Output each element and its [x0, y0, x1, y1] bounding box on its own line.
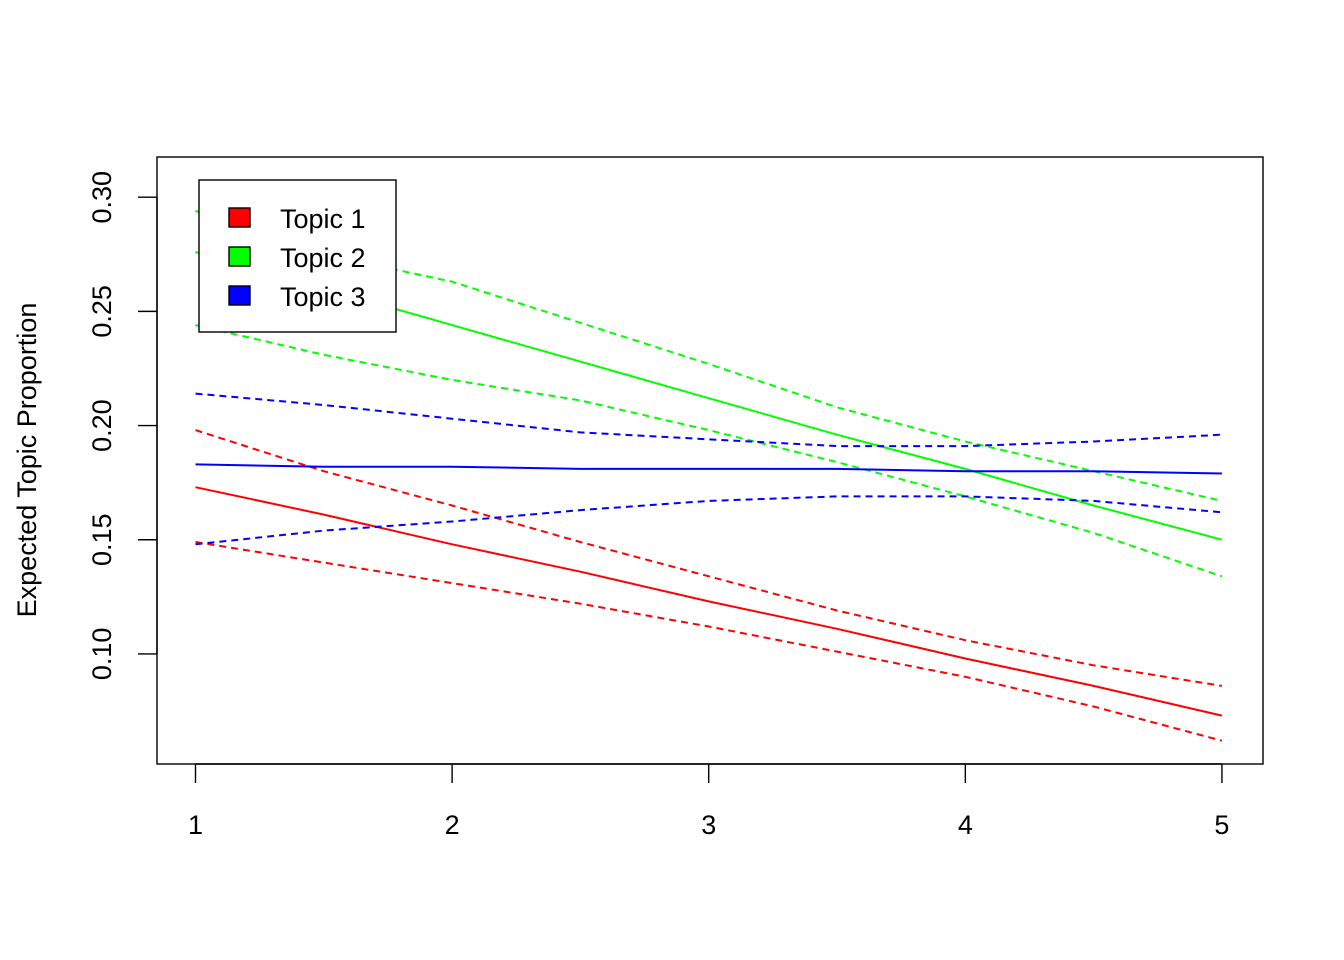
- x-tick-label: 4: [958, 810, 973, 840]
- legend-swatch: [228, 207, 251, 228]
- y-tick-label: 0.15: [87, 513, 117, 566]
- legend-label: Topic 2: [280, 243, 366, 273]
- topic-3-lower-ci-line: [195, 495, 1222, 546]
- topic-1-upper-ci-line: [195, 429, 1223, 687]
- legend-swatch: [228, 285, 251, 306]
- x-tick-label: 1: [188, 810, 203, 840]
- topic-1-lower-ci-line: [195, 541, 1223, 742]
- x-tick-label: 2: [445, 810, 460, 840]
- x-axis: 1 2 3 4 5: [188, 763, 1229, 840]
- topic-3-upper-ci-line: [195, 392, 1222, 448]
- y-tick-label: 0.20: [87, 399, 117, 452]
- legend-label: Topic 3: [280, 282, 366, 312]
- y-axis-label: Expected Topic Proportion: [12, 303, 42, 618]
- y-tick-label: 0.25: [87, 285, 117, 338]
- x-tick-label: 3: [701, 810, 716, 840]
- y-tick-label: 0.10: [87, 628, 117, 681]
- y-axis: 0.10 0.15 0.20 0.25 0.30: [87, 171, 158, 681]
- legend-swatch: [228, 246, 251, 267]
- x-tick-label: 5: [1214, 810, 1229, 840]
- legend: Topic 1 Topic 2 Topic 3: [198, 179, 397, 333]
- legend-label: Topic 1: [280, 204, 366, 234]
- topic-3-estimate-line: [195, 463, 1222, 475]
- topic-2-lower-ci-line: [195, 324, 1223, 578]
- topic-1-estimate-line: [195, 486, 1223, 717]
- topic-2-upper-ci-line: [195, 209, 1223, 502]
- y-tick-label: 0.30: [87, 171, 117, 224]
